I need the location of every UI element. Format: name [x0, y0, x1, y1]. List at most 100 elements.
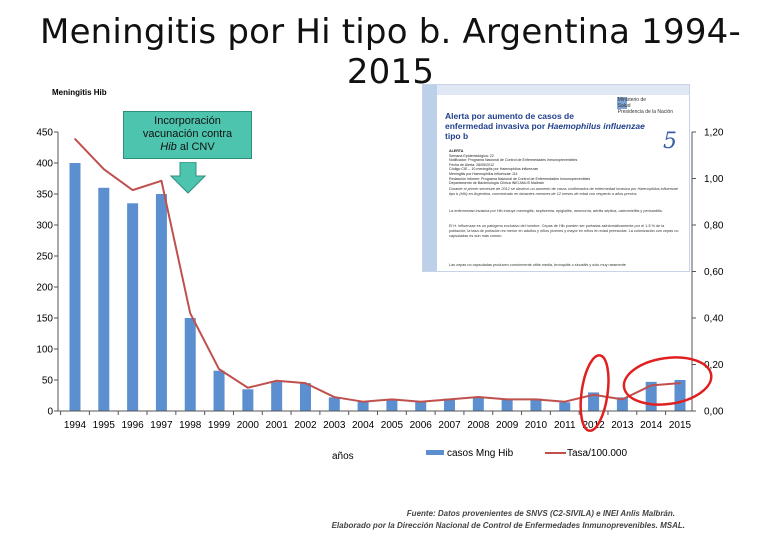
x-tick-label: 1996 [121, 420, 144, 431]
bar-1994 [69, 163, 81, 411]
x-tick-label: 2009 [496, 420, 519, 431]
bar-2010 [530, 398, 542, 411]
bar-2011 [559, 402, 571, 411]
y2-tick-label: 0,00 [704, 407, 724, 418]
legend: casos Mng Hib Tasa/100.000 [426, 448, 627, 459]
vaccination-annotation-box: Incorporación vacunación contra Hib al C… [123, 111, 252, 159]
inset-title-line-3: tipo b [445, 131, 469, 141]
logo-line-2: Salud [617, 103, 631, 109]
bar-2003 [328, 397, 340, 411]
rate-point-2015 [679, 382, 681, 384]
inset-meta: ALERTA Semana Epidemiológica: 22 Notificad… [449, 149, 689, 186]
inset-meta-row: Departamento de Bacteriología Clínica IN… [449, 181, 544, 186]
bar-2013 [616, 397, 628, 411]
x-tick-label: 1998 [179, 420, 202, 431]
x-tick-label: 2007 [438, 420, 461, 431]
bar-2007 [444, 398, 456, 411]
y-tick-label: 250 [36, 252, 53, 263]
y-tick-label: 50 [42, 376, 54, 387]
down-arrow-icon [170, 162, 206, 194]
bar-1996 [127, 203, 139, 411]
inset-title-text: enfermedad invasiva por [445, 121, 548, 131]
axes [57, 132, 693, 412]
legend-line-label: Tasa/100.000 [567, 448, 627, 459]
y2-tick-label: 0,40 [704, 314, 724, 325]
rate-point-2000 [247, 386, 249, 389]
inset-number: 5 [663, 129, 677, 154]
inset-top-band [437, 85, 689, 95]
legend-bar-swatch [426, 450, 444, 455]
y-tick-label: 300 [36, 221, 53, 232]
annotation-cnv: al CNV [176, 141, 215, 153]
bar-2004 [357, 401, 369, 411]
bar-2002 [299, 383, 311, 411]
y-tick-label: 450 [36, 128, 53, 139]
inset-side-band [423, 85, 437, 271]
inset-title-line-2: enfermedad invasiva por Haemophilus infl… [445, 121, 665, 131]
x-tick-label: 2004 [352, 420, 375, 431]
x-tick-label: 2011 [554, 420, 576, 431]
rate-point-2002 [304, 382, 307, 384]
y-tick-label: 200 [36, 283, 53, 294]
inset-title-em: Haemophilus influenzae [547, 121, 645, 131]
bar-2000 [242, 389, 254, 411]
ministry-logo-text: Ministerio de Salud Presidencia de la Na… [618, 97, 673, 115]
inset-meta-row: Meningitis por Haemophilus influenzae J1… [449, 171, 518, 176]
y2-tick-label: 0,60 [704, 267, 724, 278]
annotation-line-1: Incorporación [154, 115, 221, 127]
alert-document-inset: Ministerio de Salud Presidencia de la Na… [422, 84, 690, 272]
x-tick-label: 2002 [294, 420, 317, 431]
highlight-circles [579, 354, 713, 432]
rate-point-2007 [448, 398, 451, 401]
x-tick-label: 2012 [582, 420, 605, 431]
logo-line-1: Ministerio de [617, 97, 647, 103]
y2-tick-label: 1,20 [704, 128, 724, 139]
rate-point-1999 [218, 368, 220, 370]
x-tick-label: 2015 [669, 420, 692, 431]
inset-meta-row: Fecha de Alerta: 28/05/2012 [449, 162, 495, 167]
bar-series [69, 163, 686, 411]
y-tick-label: 150 [36, 314, 53, 325]
y-tick-label: 100 [36, 345, 53, 356]
bar-2008 [472, 397, 484, 411]
credits-note: Elaborado por la Dirección Nacional de C… [331, 521, 685, 530]
line-series [74, 138, 681, 403]
rate-point-2009 [506, 398, 508, 401]
highlight-2014-2015 [622, 356, 713, 406]
x-tick-label: 2000 [237, 420, 260, 431]
ministry-logo-icon [617, 97, 627, 109]
bar-1999 [213, 370, 225, 411]
x-tick-label: 1995 [93, 420, 116, 431]
rate-point-2001 [275, 379, 278, 382]
annotation-line-2: vacunación contra [142, 128, 233, 140]
y-tick-label: 350 [36, 190, 53, 201]
inset-paragraph-3: El H. influenzae es un patógeno exclusiv… [449, 224, 679, 238]
y2-tick-label: 0,20 [704, 360, 724, 371]
inset-meta-row: Semana Epidemiológica: 22 [449, 153, 494, 158]
bar-2005 [386, 399, 398, 411]
x-tick-label: 1999 [208, 420, 231, 431]
rate-point-1994 [74, 138, 76, 140]
logo-line-3: Presidencia de la Nación [617, 109, 673, 115]
bar-2015 [674, 380, 686, 411]
rate-point-2013 [621, 398, 624, 401]
y2-tick-label: 1,00 [704, 174, 724, 185]
x-tick-label: 1994 [64, 420, 87, 431]
bar-1997 [155, 194, 167, 411]
x-tick-label: 2013 [611, 420, 634, 431]
inset-meta-row: Código CIE – 10 meningitis por Haemophil… [449, 167, 539, 172]
y-tick-label: 400 [36, 159, 53, 170]
x-tick-label: 2003 [323, 420, 346, 431]
inset-title: Alerta por aumento de casos de enfermeda… [445, 111, 665, 141]
inset-paragraph-2: La enfermedad invasiva por Hib incluye m… [449, 209, 663, 213]
inset-title-line-1: Alerta por aumento de casos de [445, 111, 574, 121]
source-note: Fuente: Datos provenientes de SNVS (C2-S… [406, 509, 675, 518]
x-tick-label: 1997 [150, 420, 173, 431]
bar-2006 [415, 401, 427, 411]
rate-line [74, 138, 681, 403]
inset-meta-row: Redacción Informe: Programa Nacional de … [449, 176, 591, 181]
x-axis-title: años [332, 451, 354, 462]
page-title: Meningitis por Hi tipo b. Argentina 1994… [40, 12, 741, 92]
inset-meta-row: Notificador: Programa Nacional de Contro… [449, 158, 578, 163]
bar-2009 [501, 398, 513, 411]
